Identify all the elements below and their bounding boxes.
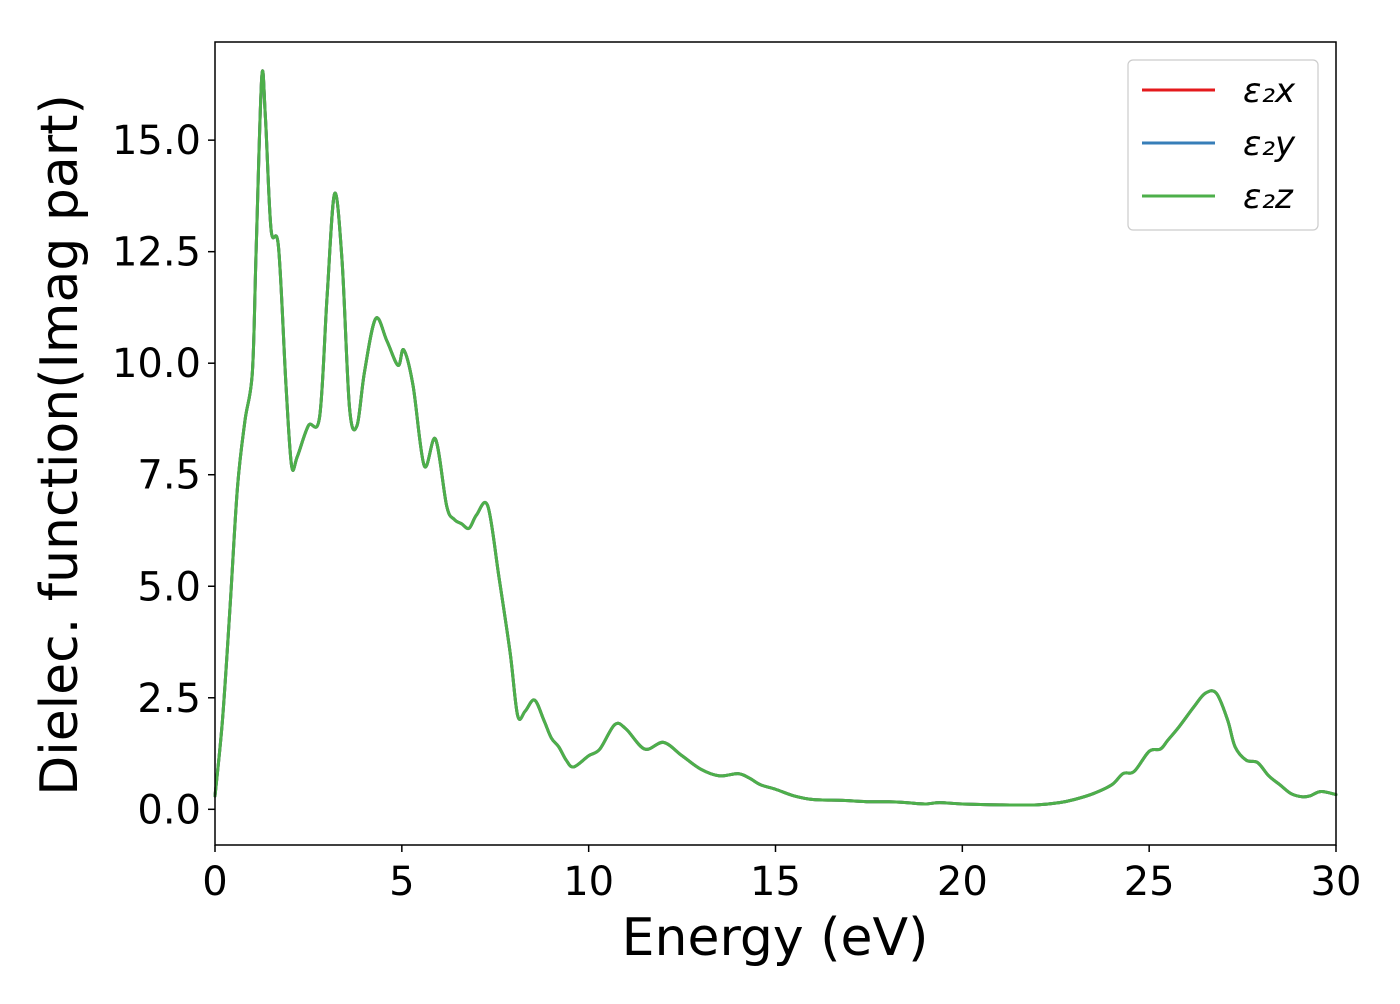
y-axis-title: Dielec. function(Imag part) bbox=[30, 94, 90, 796]
plot-area bbox=[213, 69, 1338, 807]
legend-box bbox=[1127, 59, 1319, 231]
y-tick-label: 7.5 bbox=[137, 453, 201, 499]
x-tick-label: 10 bbox=[563, 859, 614, 905]
y-tick-label: 12.5 bbox=[112, 230, 201, 276]
x-axis-title: Energy (eV) bbox=[622, 908, 929, 968]
y-tick-label: 15.0 bbox=[112, 118, 201, 164]
y-tick-label: 0.0 bbox=[137, 787, 201, 833]
x-tick-label: 25 bbox=[1124, 859, 1175, 905]
legend-label-1: ε₂x bbox=[1243, 71, 1296, 111]
series-line-3 bbox=[213, 69, 1338, 807]
axis-ticks: 0 5 10 15 20 25 30 0.0 2.5 5.0 7.5 10.0 12.5 15.0 bbox=[112, 118, 1362, 905]
x-tick-label: 20 bbox=[937, 859, 988, 905]
y-tick-label: 5.0 bbox=[137, 564, 201, 610]
y-tick-label: 10.0 bbox=[112, 341, 201, 387]
y-tick-label: 2.5 bbox=[137, 676, 201, 722]
x-tick-label: 15 bbox=[750, 859, 801, 905]
legend-label-3: ε₂z bbox=[1243, 177, 1294, 217]
x-tick-label: 5 bbox=[389, 859, 414, 905]
legend: ε₂x ε₂y ε₂z bbox=[1127, 59, 1319, 231]
x-tick-label: 30 bbox=[1311, 859, 1362, 905]
legend-label-2: ε₂y bbox=[1243, 124, 1296, 164]
x-tick-label: 0 bbox=[202, 859, 227, 905]
